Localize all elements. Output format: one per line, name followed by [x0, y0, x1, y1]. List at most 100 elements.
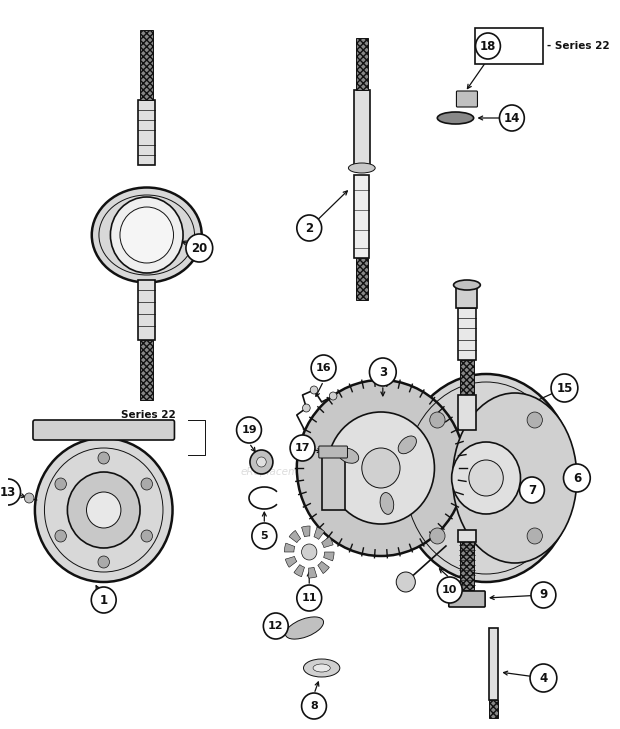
Bar — [140, 340, 153, 400]
Bar — [138, 100, 156, 165]
Bar — [460, 540, 474, 590]
Ellipse shape — [380, 493, 394, 515]
Circle shape — [564, 464, 590, 492]
Wedge shape — [322, 537, 333, 547]
Ellipse shape — [285, 617, 324, 639]
Circle shape — [35, 438, 172, 582]
Circle shape — [55, 530, 66, 542]
Text: 5: 5 — [260, 531, 268, 541]
Text: eReplacementParts.com: eReplacementParts.com — [241, 467, 368, 477]
Text: 20: 20 — [191, 241, 208, 254]
Circle shape — [297, 215, 322, 241]
Bar — [353, 90, 370, 168]
FancyBboxPatch shape — [33, 420, 174, 440]
Text: 2: 2 — [305, 222, 313, 235]
Bar — [489, 700, 498, 718]
Text: 12: 12 — [268, 621, 283, 631]
Circle shape — [24, 493, 34, 503]
Bar — [456, 285, 477, 308]
Circle shape — [98, 452, 110, 464]
Wedge shape — [308, 567, 317, 578]
Bar — [458, 308, 476, 360]
Wedge shape — [301, 526, 310, 537]
FancyBboxPatch shape — [456, 91, 477, 107]
Bar — [322, 450, 345, 510]
Text: 16: 16 — [316, 363, 331, 373]
Circle shape — [237, 417, 262, 443]
Text: - Series 22: - Series 22 — [547, 41, 610, 51]
Text: 18: 18 — [480, 39, 496, 52]
Text: 15: 15 — [556, 381, 573, 394]
Circle shape — [362, 448, 400, 488]
Wedge shape — [324, 552, 334, 561]
Text: 17: 17 — [294, 443, 310, 453]
Text: Series 22: Series 22 — [121, 410, 175, 420]
Circle shape — [310, 386, 318, 394]
Ellipse shape — [454, 280, 480, 290]
Text: 9: 9 — [539, 588, 547, 601]
Ellipse shape — [398, 436, 417, 453]
Ellipse shape — [453, 393, 577, 563]
Bar — [489, 628, 498, 700]
Circle shape — [257, 457, 266, 467]
Text: 11: 11 — [301, 593, 317, 603]
Circle shape — [141, 478, 153, 490]
Wedge shape — [294, 564, 304, 577]
Bar — [460, 360, 474, 395]
Circle shape — [98, 556, 110, 568]
Circle shape — [297, 380, 465, 556]
Circle shape — [68, 472, 140, 548]
Circle shape — [297, 585, 322, 611]
Circle shape — [301, 693, 327, 719]
Ellipse shape — [304, 659, 340, 677]
Ellipse shape — [397, 374, 575, 582]
Circle shape — [527, 412, 542, 428]
Wedge shape — [314, 527, 324, 539]
Bar — [140, 30, 153, 100]
Bar — [458, 530, 476, 542]
Wedge shape — [318, 561, 329, 574]
Text: 14: 14 — [503, 112, 520, 125]
Circle shape — [252, 523, 277, 549]
Ellipse shape — [92, 187, 202, 283]
Circle shape — [370, 358, 396, 386]
Bar — [458, 395, 476, 430]
Circle shape — [55, 478, 66, 490]
Circle shape — [87, 492, 121, 528]
Circle shape — [329, 392, 337, 400]
Circle shape — [141, 530, 153, 542]
Bar — [356, 38, 368, 90]
Wedge shape — [285, 556, 297, 567]
Wedge shape — [285, 543, 295, 552]
Text: 8: 8 — [310, 701, 318, 711]
Circle shape — [527, 528, 542, 544]
Circle shape — [469, 460, 503, 496]
Text: 10: 10 — [442, 585, 458, 595]
Circle shape — [430, 528, 445, 544]
FancyBboxPatch shape — [319, 446, 347, 458]
Circle shape — [301, 544, 317, 560]
Ellipse shape — [339, 448, 359, 463]
Text: 1: 1 — [100, 593, 108, 607]
Circle shape — [120, 207, 174, 263]
Circle shape — [430, 412, 445, 428]
Circle shape — [311, 355, 336, 381]
Ellipse shape — [348, 163, 375, 173]
Circle shape — [290, 435, 315, 461]
Ellipse shape — [313, 664, 330, 672]
Circle shape — [250, 450, 273, 474]
Bar — [138, 280, 156, 340]
Circle shape — [531, 582, 556, 608]
Ellipse shape — [437, 112, 474, 124]
Text: 3: 3 — [379, 365, 387, 378]
Circle shape — [303, 404, 310, 412]
Bar — [356, 258, 368, 300]
Circle shape — [437, 577, 462, 603]
Circle shape — [476, 33, 500, 59]
Circle shape — [451, 442, 520, 514]
Wedge shape — [289, 531, 301, 542]
Circle shape — [327, 412, 435, 524]
Text: 4: 4 — [539, 671, 547, 685]
Circle shape — [110, 197, 183, 273]
Circle shape — [264, 613, 288, 639]
